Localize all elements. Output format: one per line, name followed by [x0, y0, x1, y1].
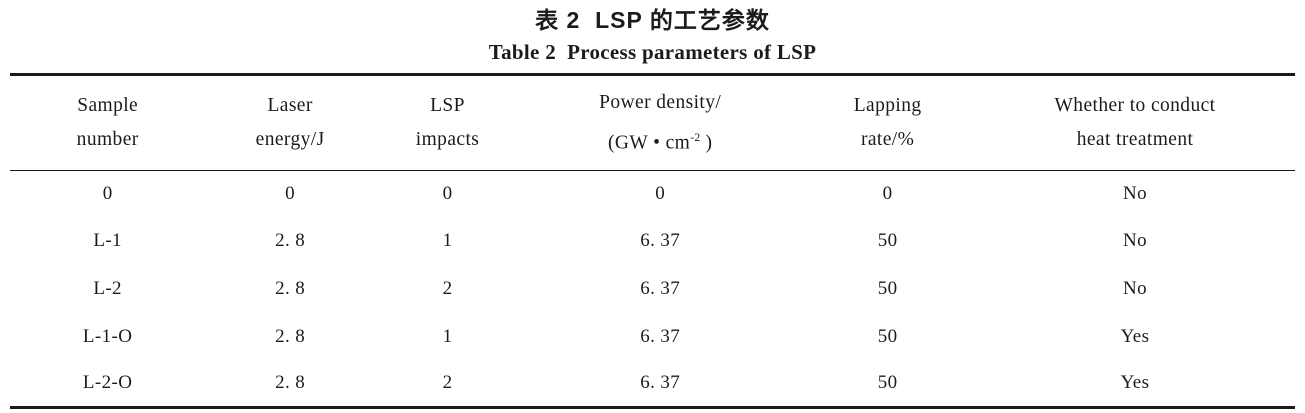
process-parameters-table: Sample number Laser energy/J LSP impacts…	[10, 73, 1295, 410]
cell-laser-energy: 2. 8	[275, 230, 306, 252]
header-cell-lsp-impacts: LSP impacts	[374, 74, 521, 171]
cell-sample-number: L-2-O	[82, 372, 133, 394]
cell-sample-number: 0	[102, 183, 113, 205]
cell-heat-treatment: No	[1122, 230, 1148, 252]
cell-power-density: 6. 37	[640, 325, 681, 347]
cell-laser-energy: 2. 8	[275, 372, 306, 394]
cell-laser-energy: 2. 8	[275, 325, 306, 347]
cell-lapping-rate: 50	[877, 277, 898, 299]
cell-lsp-impacts: 2	[442, 277, 453, 299]
table-row: L-2-O 2. 8 2 6. 37 50 Yes	[10, 360, 1295, 408]
cell-lsp-impacts: 1	[442, 230, 453, 252]
cell-lsp-impacts: 0	[442, 183, 453, 205]
cell-power-density: 6. 37	[640, 277, 681, 299]
table-row: L-1-O 2. 8 1 6. 37 50 Yes	[10, 313, 1295, 361]
table-row: L-1 2. 8 1 6. 37 50 No	[10, 218, 1295, 266]
cell-heat-treatment: Yes	[1120, 325, 1150, 347]
table-body: 0 0 0 0 0 No L-1 2. 8 1 6. 37 50 No L-2 …	[10, 170, 1295, 408]
header-cell-laser-energy: Laser energy/J	[205, 74, 375, 171]
cell-laser-energy: 2. 8	[275, 277, 306, 299]
cell-sample-number: L-1	[93, 230, 122, 252]
header-cell-lapping-rate: Lapping rate/%	[800, 74, 975, 171]
superscript-exponent: -2	[690, 130, 701, 144]
header-cell-sample-number: Sample number	[10, 74, 206, 171]
cell-sample-number: L-2	[93, 277, 122, 299]
table-caption: 表 2 LSP 的工艺参数 Table 2 Process parameters…	[0, 0, 1305, 67]
cell-sample-number: L-1-O	[82, 325, 133, 347]
cell-lapping-rate: 50	[877, 325, 898, 347]
cell-lapping-rate: 50	[877, 372, 898, 394]
cell-laser-energy: 0	[285, 183, 296, 205]
cell-lsp-impacts: 2	[442, 372, 453, 394]
header-cell-power-density: Power density/ (GW • cm-2 )	[520, 74, 801, 171]
cell-lsp-impacts: 1	[442, 325, 453, 347]
table-title-zh: 表 2 LSP 的工艺参数	[535, 7, 770, 33]
table-row: 0 0 0 0 0 No	[10, 170, 1295, 218]
table-title-en: Table 2 Process parameters of LSP	[488, 40, 817, 64]
cell-lapping-rate: 50	[877, 230, 898, 252]
header-row: Sample number Laser energy/J LSP impacts…	[10, 74, 1295, 171]
table-row: L-2 2. 8 2 6. 37 50 No	[10, 265, 1295, 313]
cell-power-density: 6. 37	[640, 372, 681, 394]
cell-heat-treatment: No	[1122, 277, 1148, 299]
cell-power-density: 6. 37	[640, 230, 681, 252]
cell-power-density: 0	[655, 183, 666, 205]
cell-heat-treatment: No	[1122, 183, 1148, 205]
header-cell-heat-treatment: Whether to conduct heat treatment	[975, 74, 1295, 171]
cell-lapping-rate: 0	[882, 183, 893, 205]
cell-heat-treatment: Yes	[1120, 372, 1150, 394]
table-header: Sample number Laser energy/J LSP impacts…	[10, 74, 1295, 171]
